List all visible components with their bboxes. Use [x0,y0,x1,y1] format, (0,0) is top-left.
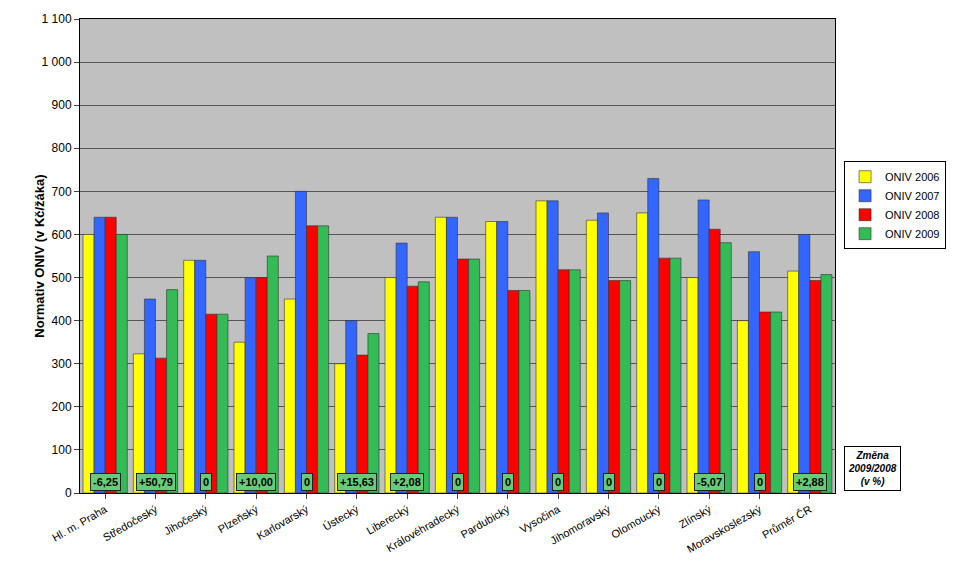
svg-text:200: 200 [52,400,72,414]
svg-text:Ústecký: Ústecký [321,503,361,533]
svg-text:700: 700 [52,185,72,199]
svg-text:Olomoucký: Olomoucký [609,503,663,541]
svg-text:Jihomoravský: Jihomoravský [548,503,613,547]
svg-text:400: 400 [52,314,72,328]
svg-text:+10,00: +10,00 [239,476,273,488]
svg-text:Změna2009/2008(v %): Změna2009/2008(v %) [848,450,897,487]
svg-text:-5,07: -5,07 [697,476,722,488]
svg-text:1 100: 1 100 [42,12,72,26]
svg-text:600: 600 [52,228,72,242]
svg-text:+2,08: +2,08 [393,476,421,488]
svg-text:ONIV 2007: ONIV 2007 [885,190,939,202]
svg-text:ONIV 2006: ONIV 2006 [885,171,939,183]
svg-text:+50,79: +50,79 [139,476,173,488]
svg-text:Zlínský: Zlínský [677,503,714,531]
svg-text:Karlovarský: Karlovarský [254,503,310,542]
svg-text:+15,63: +15,63 [340,476,374,488]
svg-text:Normativ ONIV (v Kč/žáka): Normativ ONIV (v Kč/žáka) [32,174,47,337]
svg-text:ONIV 2008: ONIV 2008 [885,209,939,221]
svg-text:Středočeský: Středočeský [101,503,160,544]
svg-text:Jihočeský: Jihočeský [162,503,210,538]
svg-text:Vysočina: Vysočina [518,502,563,535]
svg-text:100: 100 [52,443,72,457]
svg-text:0: 0 [656,476,662,488]
svg-text:Plzeňský: Plzeňský [216,503,261,536]
svg-text:Průměr ČR: Průměr ČR [760,503,814,541]
svg-text:Liberecký: Liberecký [364,503,411,537]
svg-text:300: 300 [52,357,72,371]
svg-text:900: 900 [52,98,72,112]
svg-text:1 000: 1 000 [42,55,72,69]
svg-text:Královéhradecký: Královéhradecký [384,503,461,555]
svg-text:0: 0 [505,476,511,488]
svg-text:Hl. m. Praha: Hl. m. Praha [50,502,110,543]
svg-text:0: 0 [455,476,461,488]
svg-text:+2,88: +2,88 [796,476,824,488]
svg-text:0: 0 [203,476,209,488]
svg-text:0: 0 [606,476,612,488]
svg-text:800: 800 [52,141,72,155]
svg-text:0: 0 [555,476,561,488]
svg-text:Pardubický: Pardubický [458,503,512,541]
svg-text:Moravskoslezský: Moravskoslezský [685,503,764,556]
svg-text:ONIV 2009: ONIV 2009 [885,228,939,240]
svg-text:-6,25: -6,25 [93,476,118,488]
svg-text:0: 0 [757,476,763,488]
svg-text:500: 500 [52,271,72,285]
svg-text:0: 0 [65,486,72,500]
svg-text:0: 0 [304,476,310,488]
